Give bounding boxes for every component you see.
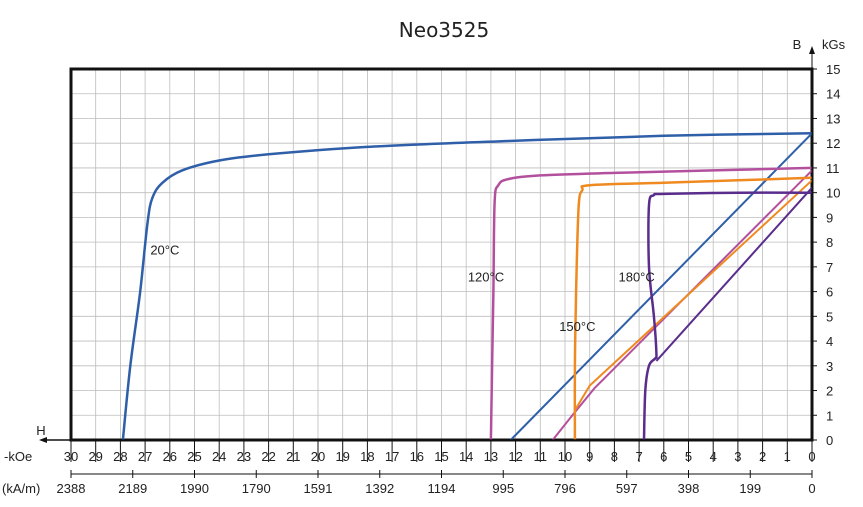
x-tick-label-koe: 15: [434, 449, 448, 464]
x-axis-unit-kam: (kA/m): [2, 481, 40, 496]
x-tick-label-koe: 9: [586, 449, 593, 464]
chart-title: Neo3525: [399, 18, 489, 42]
x-tick-label-koe: 23: [237, 449, 251, 464]
y-tick-label: 9: [826, 210, 833, 225]
x-tick-label-koe: 10: [558, 449, 572, 464]
y-tick-label: 8: [826, 235, 833, 250]
y-tick-label: 2: [826, 384, 833, 399]
x-tick-label-kam: 1591: [304, 481, 333, 496]
series-layer: 20°C 120°C 150°C 180°C: [121, 132, 813, 441]
y-axis-label: B: [793, 37, 802, 52]
series-3-demag-curve: [642, 191, 813, 441]
x-tick-label-kam: 0: [808, 481, 815, 496]
y-tick-label: 3: [826, 359, 833, 374]
series-2-recoil-line: [574, 179, 813, 411]
x-tick-label-koe: 14: [459, 449, 473, 464]
x-tick-label-koe: 7: [635, 449, 642, 464]
x-tick-label-kam: 796: [554, 481, 576, 496]
x-tick-label-koe: 30: [64, 449, 78, 464]
x-tick-label-koe: 20: [311, 449, 325, 464]
x-tick-label-koe: 11: [534, 449, 548, 464]
y-tick-label: 4: [826, 334, 833, 349]
x-tick-label-koe: 16: [410, 449, 424, 464]
x-tick-label-koe: 28: [113, 449, 127, 464]
series-2-label: 150°C: [559, 319, 595, 334]
x-tick-label-kam: 1790: [242, 481, 271, 496]
x-tick-label-koe: 3: [734, 449, 741, 464]
x-axis-arrow-icon: [39, 437, 47, 443]
series-0-recoil-line: [509, 132, 813, 441]
y-tick-label: 1: [826, 408, 833, 423]
series-0-demag-curve: [121, 132, 813, 441]
x-tick-label-koe: 5: [685, 449, 692, 464]
x-tick-label-koe: 22: [261, 449, 275, 464]
x-axis-unit-koe: -kOe: [4, 449, 32, 464]
x-tick-label-koe: 25: [187, 449, 201, 464]
x-tick-label-kam: 2189: [118, 481, 147, 496]
y-tick-label: 12: [826, 136, 840, 151]
y-tick-label: 5: [826, 309, 833, 324]
x-tick-label-koe: 1: [784, 449, 791, 464]
y-tick-label: 13: [826, 111, 840, 126]
series-1-recoil-line: [551, 169, 813, 441]
y-tick-label: 7: [826, 260, 833, 275]
series-2-demag-curve: [573, 176, 813, 441]
x-axis-ticks: 30 29 28 27 26 25 24 23 22 21 20 19 18 17 16 15 14 13 12 11…: [57, 440, 816, 496]
x-tick-label-koe: 18: [360, 449, 374, 464]
x-tick-label-koe: 2: [759, 449, 766, 464]
x-tick-label-koe: 0: [808, 449, 815, 464]
y-axis-arrow-icon: [809, 46, 815, 54]
x-tick-label-koe: 6: [660, 449, 667, 464]
y-axis-unit: kGs: [822, 37, 846, 52]
y-tick-label: 6: [826, 285, 833, 300]
y-tick-label: 0: [826, 433, 833, 448]
x-tick-label-koe: 19: [335, 449, 349, 464]
x-tick-label-kam: 199: [739, 481, 761, 496]
series-0-label: 20°C: [150, 243, 179, 258]
x-tick-label-koe: 24: [212, 449, 226, 464]
x-tick-label-koe: 29: [88, 449, 102, 464]
series-1-demag-curve: [489, 166, 813, 441]
series-3-recoil-line: [655, 187, 813, 362]
x-tick-label-koe: 8: [611, 449, 618, 464]
y-tick-label: 15: [826, 62, 840, 77]
x-tick-label-kam: 1990: [180, 481, 209, 496]
x-tick-label-koe: 17: [385, 449, 399, 464]
x-tick-label-koe: 12: [508, 449, 522, 464]
x-tick-label-koe: 4: [710, 449, 717, 464]
series-1-label: 120°C: [468, 270, 504, 285]
series-3-label: 180°C: [618, 270, 654, 285]
x-tick-label-koe: 27: [138, 449, 152, 464]
grid: [71, 69, 812, 440]
x-tick-label-koe: 21: [286, 449, 300, 464]
x-tick-label-kam: 1392: [365, 481, 394, 496]
x-axis-label: H: [36, 423, 45, 438]
x-tick-label-kam: 597: [616, 481, 638, 496]
y-tick-label: 10: [826, 186, 840, 201]
x-tick-label-kam: 398: [678, 481, 700, 496]
x-tick-label-koe: 26: [163, 449, 177, 464]
x-tick-label-kam: 995: [492, 481, 514, 496]
x-tick-label-koe: 13: [484, 449, 498, 464]
x-tick-label-kam: 1194: [428, 481, 456, 496]
x-tick-label-kam: 2388: [57, 481, 86, 496]
y-tick-label: 14: [826, 87, 840, 102]
y-tick-label: 11: [826, 161, 840, 176]
